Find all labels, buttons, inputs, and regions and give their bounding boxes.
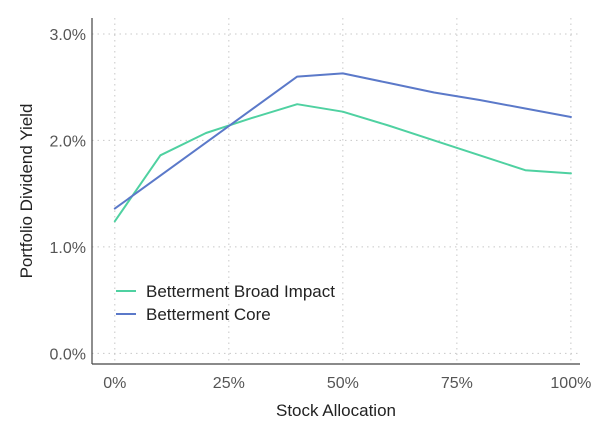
x-tick-label: 0% bbox=[103, 375, 126, 392]
x-tick-label: 75% bbox=[441, 375, 473, 392]
y-axis-title: Portfolio Dividend Yield bbox=[17, 104, 36, 279]
x-axis-title: Stock Allocation bbox=[276, 401, 396, 420]
series-lines bbox=[113, 72, 572, 223]
series-line-0 bbox=[113, 103, 572, 223]
x-tick-label: 100% bbox=[550, 375, 591, 392]
legend: Betterment Broad Impact Betterment Core bbox=[116, 282, 335, 324]
x-tick-label: 25% bbox=[213, 375, 245, 392]
axes bbox=[91, 18, 580, 365]
y-tick-label: 3.0% bbox=[50, 27, 86, 44]
series-line-1 bbox=[113, 72, 572, 210]
legend-label-1: Betterment Core bbox=[146, 305, 271, 324]
y-tick-label: 1.0% bbox=[50, 240, 86, 257]
legend-label-0: Betterment Broad Impact bbox=[146, 282, 335, 301]
y-tick-label: 2.0% bbox=[50, 133, 86, 150]
y-tick-label: 0.0% bbox=[50, 346, 86, 363]
x-tick-labels: 0% 25% 50% 75% 100% bbox=[103, 375, 591, 392]
x-tick-label: 50% bbox=[327, 375, 359, 392]
y-tick-labels: 0.0% 1.0% 2.0% 3.0% bbox=[50, 27, 86, 363]
